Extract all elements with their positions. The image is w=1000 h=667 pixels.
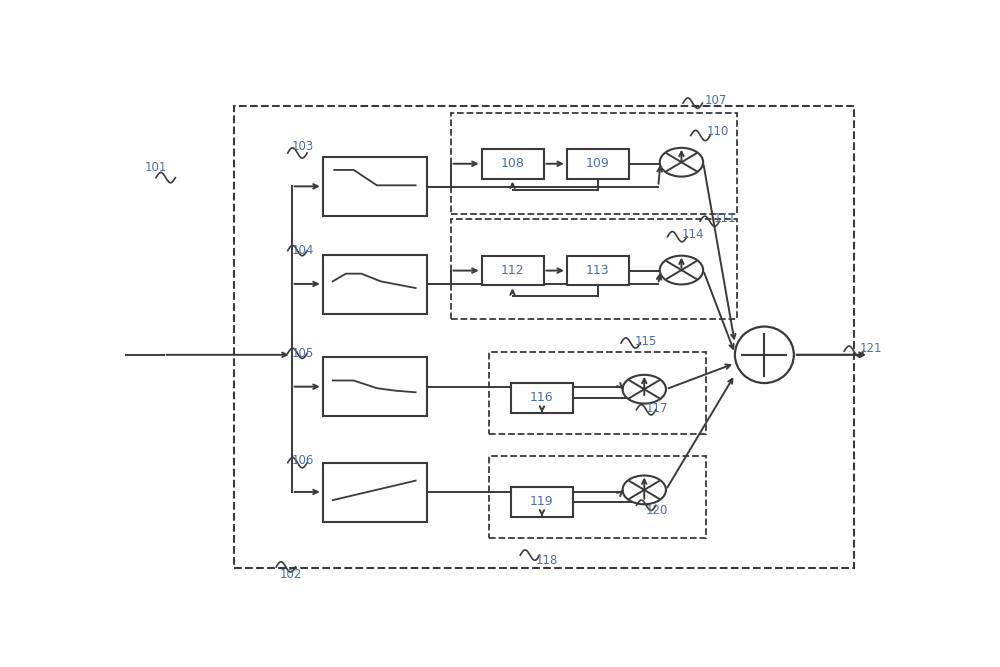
Text: 111: 111 [714,212,736,225]
Text: 120: 120 [646,504,668,517]
Text: 109: 109 [586,157,610,170]
Bar [323,157,427,216]
Bar [323,358,427,416]
Bar [482,149,544,179]
Text: 102: 102 [280,568,302,580]
Text: 108: 108 [501,157,524,170]
Text: 113: 113 [586,264,610,277]
Bar [450,113,737,213]
Text: 116: 116 [530,392,554,404]
Ellipse shape [735,327,794,383]
Text: 112: 112 [501,264,524,277]
Bar [234,105,854,568]
Text: 107: 107 [705,94,727,107]
Circle shape [660,255,703,284]
Text: 103: 103 [292,140,314,153]
Circle shape [623,476,666,504]
Text: 119: 119 [530,495,554,508]
Bar [323,463,427,522]
Bar [511,383,573,413]
Bar [489,456,706,538]
Text: 106: 106 [292,454,314,467]
Text: 114: 114 [681,227,704,241]
Text: 117: 117 [646,402,668,416]
Text: 121: 121 [860,342,882,355]
Circle shape [623,375,666,404]
Text: 101: 101 [144,161,167,174]
Bar [482,255,544,285]
Bar [511,487,573,516]
Bar [450,219,737,319]
Text: 105: 105 [292,347,314,360]
Text: 118: 118 [536,554,558,567]
Text: 115: 115 [635,336,657,348]
Bar [323,255,427,313]
Bar [567,149,629,179]
Circle shape [660,148,703,177]
Text: 104: 104 [292,244,314,257]
Text: 110: 110 [706,125,729,138]
Bar [567,255,629,285]
Bar [489,352,706,434]
